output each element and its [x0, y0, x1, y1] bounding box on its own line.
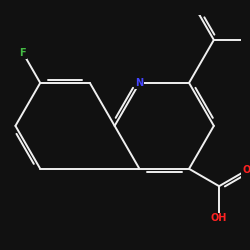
- Text: N: N: [136, 78, 143, 88]
- Text: OH: OH: [211, 214, 227, 224]
- Text: F: F: [20, 48, 26, 58]
- Text: O: O: [243, 165, 250, 175]
